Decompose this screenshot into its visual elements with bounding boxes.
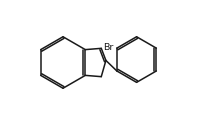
Text: Br: Br	[103, 43, 113, 52]
